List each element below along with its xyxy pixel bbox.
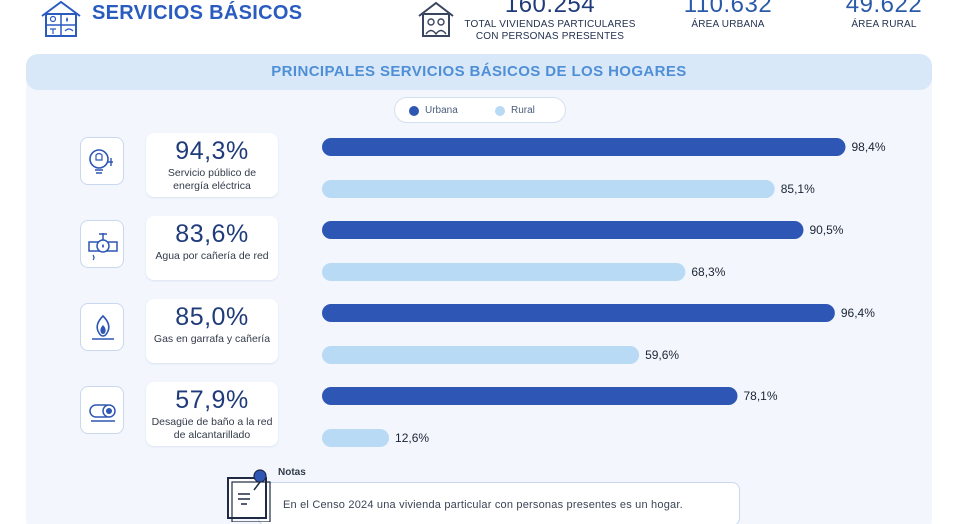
bar-rural-2: [322, 346, 640, 364]
notes-box: En el Censo 2024 una vivienda particular…: [258, 482, 740, 524]
bar-urbana-2: [322, 304, 835, 322]
gas-flame-icon: [80, 303, 124, 351]
service-row-water: 83,6% Agua por cañería de red: [0, 216, 980, 282]
notes-label: Notas: [278, 467, 306, 478]
stat-rural-area: 49.622 ÁREA RURAL: [836, 0, 932, 31]
service-total-pct: 57,9%: [175, 386, 249, 414]
service-row-sewer: 57,9% Desagüe de baño a la red de alcant…: [0, 382, 980, 448]
service-total-pct: 83,6%: [175, 220, 249, 248]
service-card: 85,0% Gas en garrafa y cañería: [146, 299, 278, 363]
legend-item-rural: Rural: [495, 104, 555, 118]
bar-label-rural-3: 12,6%: [395, 431, 429, 445]
legend-label-urbana: Urbana: [425, 105, 458, 116]
stat-rural-value: 49.622: [845, 0, 923, 18]
stat-total-label-2: CON PERSONAS PRESENTES: [475, 31, 625, 42]
notes-text: En el Censo 2024 una vivienda particular…: [283, 499, 683, 511]
stat-urban-label: ÁREA URBANA: [691, 19, 765, 30]
chart-legend: Urbana Rural: [394, 97, 566, 123]
service-name: Agua por cañería de red: [155, 250, 269, 262]
service-name: Desagüe de baño a la red de alcantarilla…: [151, 416, 273, 441]
legend-item-urbana: Urbana: [409, 104, 469, 118]
service-name: Servicio público de energía eléctrica: [167, 167, 257, 192]
bar-urbana-1: [322, 221, 804, 239]
section-title: SERVICIOS BÁSICOS: [92, 2, 303, 24]
stat-total-value: 160.254: [504, 0, 596, 18]
bar-label-urbana-0: 98,4%: [851, 140, 885, 154]
service-card: 83,6% Agua por cañería de red: [146, 216, 278, 280]
bar-label-urbana-2: 96,4%: [841, 306, 875, 320]
electricity-icon: [80, 137, 124, 185]
bar-label-urbana-3: 78,1%: [743, 389, 777, 403]
bar-label-rural-1: 68,3%: [691, 265, 725, 279]
service-row-electricity: 94,3% Servicio público de energía eléctr…: [0, 133, 980, 199]
stat-urban-value: 110.632: [683, 0, 773, 18]
legend-label-rural: Rural: [511, 105, 535, 116]
house-services-icon: [41, 0, 81, 37]
service-card: 94,3% Servicio público de energía eléctr…: [146, 133, 278, 197]
water-pipe-icon: [80, 220, 124, 268]
pinned-note-icon: [227, 469, 271, 522]
bar-urbana-3: [322, 387, 738, 405]
chart-title: PRINCIPALES SERVICIOS BÁSICOS DE LOS HOG…: [26, 54, 932, 90]
bar-label-rural-2: 59,6%: [645, 348, 679, 362]
legend-swatch-rural: [495, 106, 505, 116]
bar-rural-0: [322, 180, 775, 198]
service-total-pct: 94,3%: [175, 137, 249, 165]
bar-urbana-0: [322, 138, 846, 156]
family-house-icon: [418, 1, 454, 37]
service-row-gas: 85,0% Gas en garrafa y cañería: [0, 299, 980, 365]
stat-urban-area: 110.632 ÁREA URBANA: [676, 0, 780, 31]
service-name: Gas en garrafa y cañería: [153, 333, 271, 345]
service-total-pct: 85,0%: [175, 303, 249, 331]
legend-swatch-urbana: [409, 106, 419, 116]
stat-total-label-1: TOTAL VIVIENDAS PARTICULARES: [464, 19, 636, 30]
stat-total-households: 160.254 TOTAL VIVIENDAS PARTICULARES CON…: [456, 0, 644, 43]
bar-rural-3: [322, 429, 390, 447]
bar-label-rural-0: 85,1%: [781, 182, 815, 196]
stat-rural-label: ÁREA RURAL: [851, 19, 917, 30]
header: SERVICIOS BÁSICOS 160.254 TOTAL VIVIENDA…: [0, 0, 980, 44]
sewer-pipe-icon: [80, 386, 124, 434]
bar-rural-1: [322, 263, 686, 281]
service-card: 57,9% Desagüe de baño a la red de alcant…: [146, 382, 278, 446]
bar-label-urbana-1: 90,5%: [809, 223, 843, 237]
